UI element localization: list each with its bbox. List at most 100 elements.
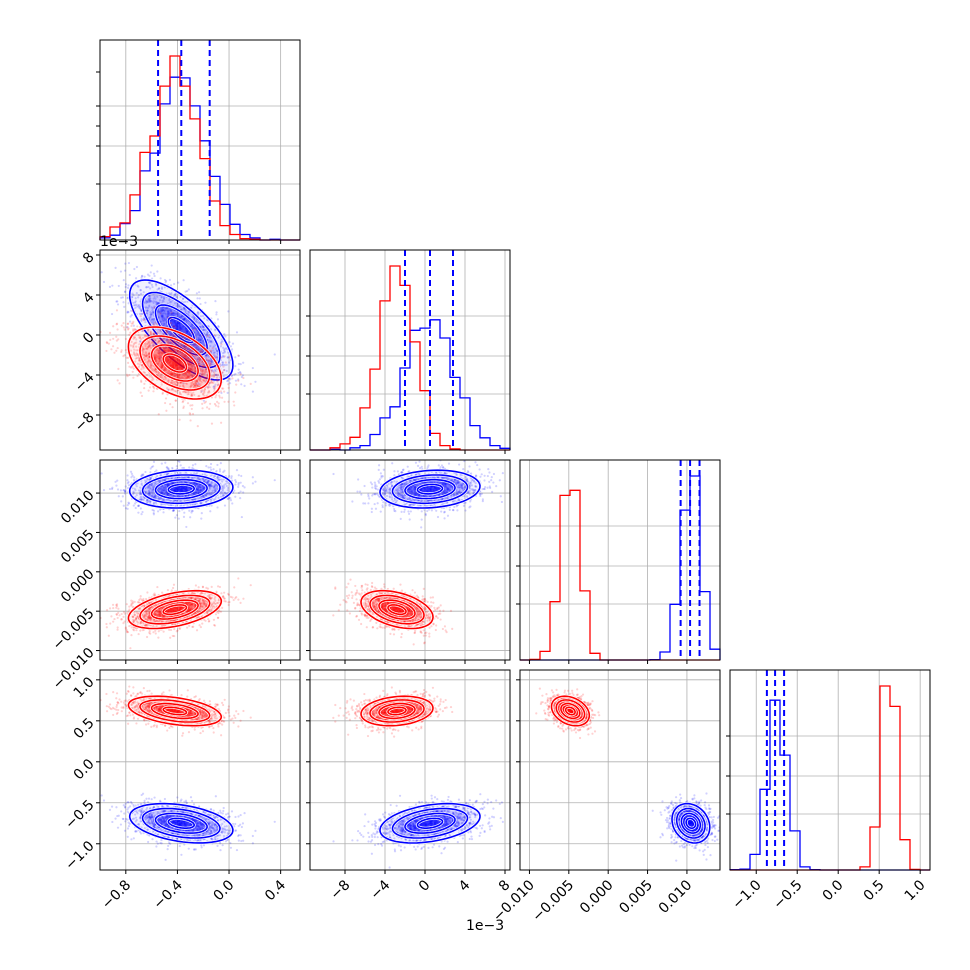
- scatter-point: [136, 374, 139, 378]
- scatter-point: [213, 368, 217, 372]
- scatter-point: [191, 325, 194, 328]
- scatter-point: [187, 375, 190, 378]
- scatter-point: [218, 470, 222, 473]
- scatter-point: [133, 342, 136, 345]
- scatter-point: [149, 330, 152, 333]
- scatter-point: [210, 360, 213, 363]
- scatter-point: [158, 310, 161, 313]
- scatter-point: [189, 334, 193, 337]
- scatter-point: [193, 345, 196, 348]
- scatter-point: [148, 322, 152, 325]
- scatter-point: [123, 354, 126, 357]
- scatter-point: [133, 502, 137, 505]
- scatter-point: [149, 299, 152, 302]
- scatter-point: [124, 283, 128, 286]
- scatter-point: [148, 344, 151, 347]
- scatter-point: [174, 324, 177, 327]
- scatter-point: [214, 370, 217, 373]
- scatter-point: [164, 397, 168, 400]
- scatter-point: [175, 327, 179, 330]
- scatter-point: [139, 300, 142, 303]
- scatter-point: [221, 606, 224, 609]
- scatter-point: [139, 307, 142, 310]
- scatter-point: [116, 616, 119, 620]
- scatter-point: [108, 285, 112, 288]
- scatter-point: [160, 366, 163, 369]
- scatter-point: [201, 314, 205, 318]
- histogram-step: [99, 55, 300, 241]
- scatter-point: [178, 325, 181, 328]
- scatter-point: [215, 394, 218, 397]
- scatter-point: [149, 299, 152, 303]
- scatter-point: [178, 305, 181, 308]
- scatter-point: [156, 295, 159, 298]
- scatter-point: [223, 400, 226, 403]
- scatter-point: [129, 315, 132, 318]
- scatter-point: [147, 352, 150, 355]
- scatter-point: [198, 394, 201, 398]
- scatter-point: [178, 324, 181, 327]
- scatter-point: [117, 338, 120, 341]
- scatter-point: [132, 346, 135, 349]
- scatter-point: [142, 319, 145, 322]
- scatter-point: [132, 329, 135, 332]
- scatter-point: [150, 277, 154, 280]
- scatter-point: [226, 380, 229, 383]
- scatter-point: [218, 362, 221, 366]
- scatter-point: [180, 327, 183, 330]
- scatter-point: [164, 377, 167, 380]
- scatter-point: [221, 387, 224, 390]
- scatter-point: [186, 356, 190, 359]
- scatter-point: [179, 363, 182, 366]
- scatter-point: [133, 304, 136, 307]
- scatter-point: [199, 338, 202, 341]
- scatter-point: [155, 302, 158, 306]
- scatter-point: [157, 287, 161, 290]
- scatter-point: [181, 325, 184, 329]
- scatter-point: [208, 336, 211, 339]
- scatter-point: [160, 308, 163, 311]
- scatter-point: [210, 359, 213, 363]
- scatter-point: [152, 310, 155, 314]
- scatter-point: [146, 301, 150, 304]
- scatter-point: [139, 305, 142, 308]
- panel-frame: [99, 39, 301, 241]
- scatter-point: [188, 363, 192, 366]
- scatter-point: [185, 358, 188, 361]
- scatter-point: [169, 293, 172, 296]
- scatter-point: [202, 326, 205, 329]
- scatter-point: [201, 351, 204, 354]
- scatter-point: [115, 309, 119, 312]
- scatter-point: [196, 310, 200, 314]
- scatter-point: [227, 386, 230, 389]
- scatter-point: [223, 350, 227, 353]
- scatter-point: [207, 385, 210, 388]
- scatter-point: [237, 378, 240, 381]
- scatter-point: [226, 351, 230, 354]
- scatter-point: [186, 330, 189, 333]
- scatter-point: [153, 295, 156, 299]
- scatter-point: [196, 384, 200, 388]
- scatter-point: [115, 484, 118, 487]
- scatter-point: [178, 326, 181, 329]
- scatter-point: [134, 297, 137, 300]
- scatter-point: [251, 390, 255, 393]
- scatter-point: [150, 318, 153, 321]
- scatter-point: [171, 312, 174, 315]
- scatter-point: [173, 366, 176, 369]
- scatter-point: [177, 376, 180, 379]
- scatter-point: [122, 610, 126, 614]
- scatter-point: [168, 341, 171, 345]
- scatter-point: [182, 405, 185, 408]
- scatter-point: [206, 354, 209, 357]
- scatter-point: [139, 315, 142, 318]
- scatter-point: [168, 308, 171, 311]
- scatter-point: [161, 363, 164, 367]
- scatter-point: [160, 314, 163, 317]
- scatter-point: [176, 350, 180, 353]
- scatter-point: [152, 321, 155, 324]
- scatter-point: [164, 307, 168, 310]
- scatter-point: [213, 371, 216, 374]
- scatter-point: [129, 470, 133, 473]
- scatter-point: [175, 323, 178, 327]
